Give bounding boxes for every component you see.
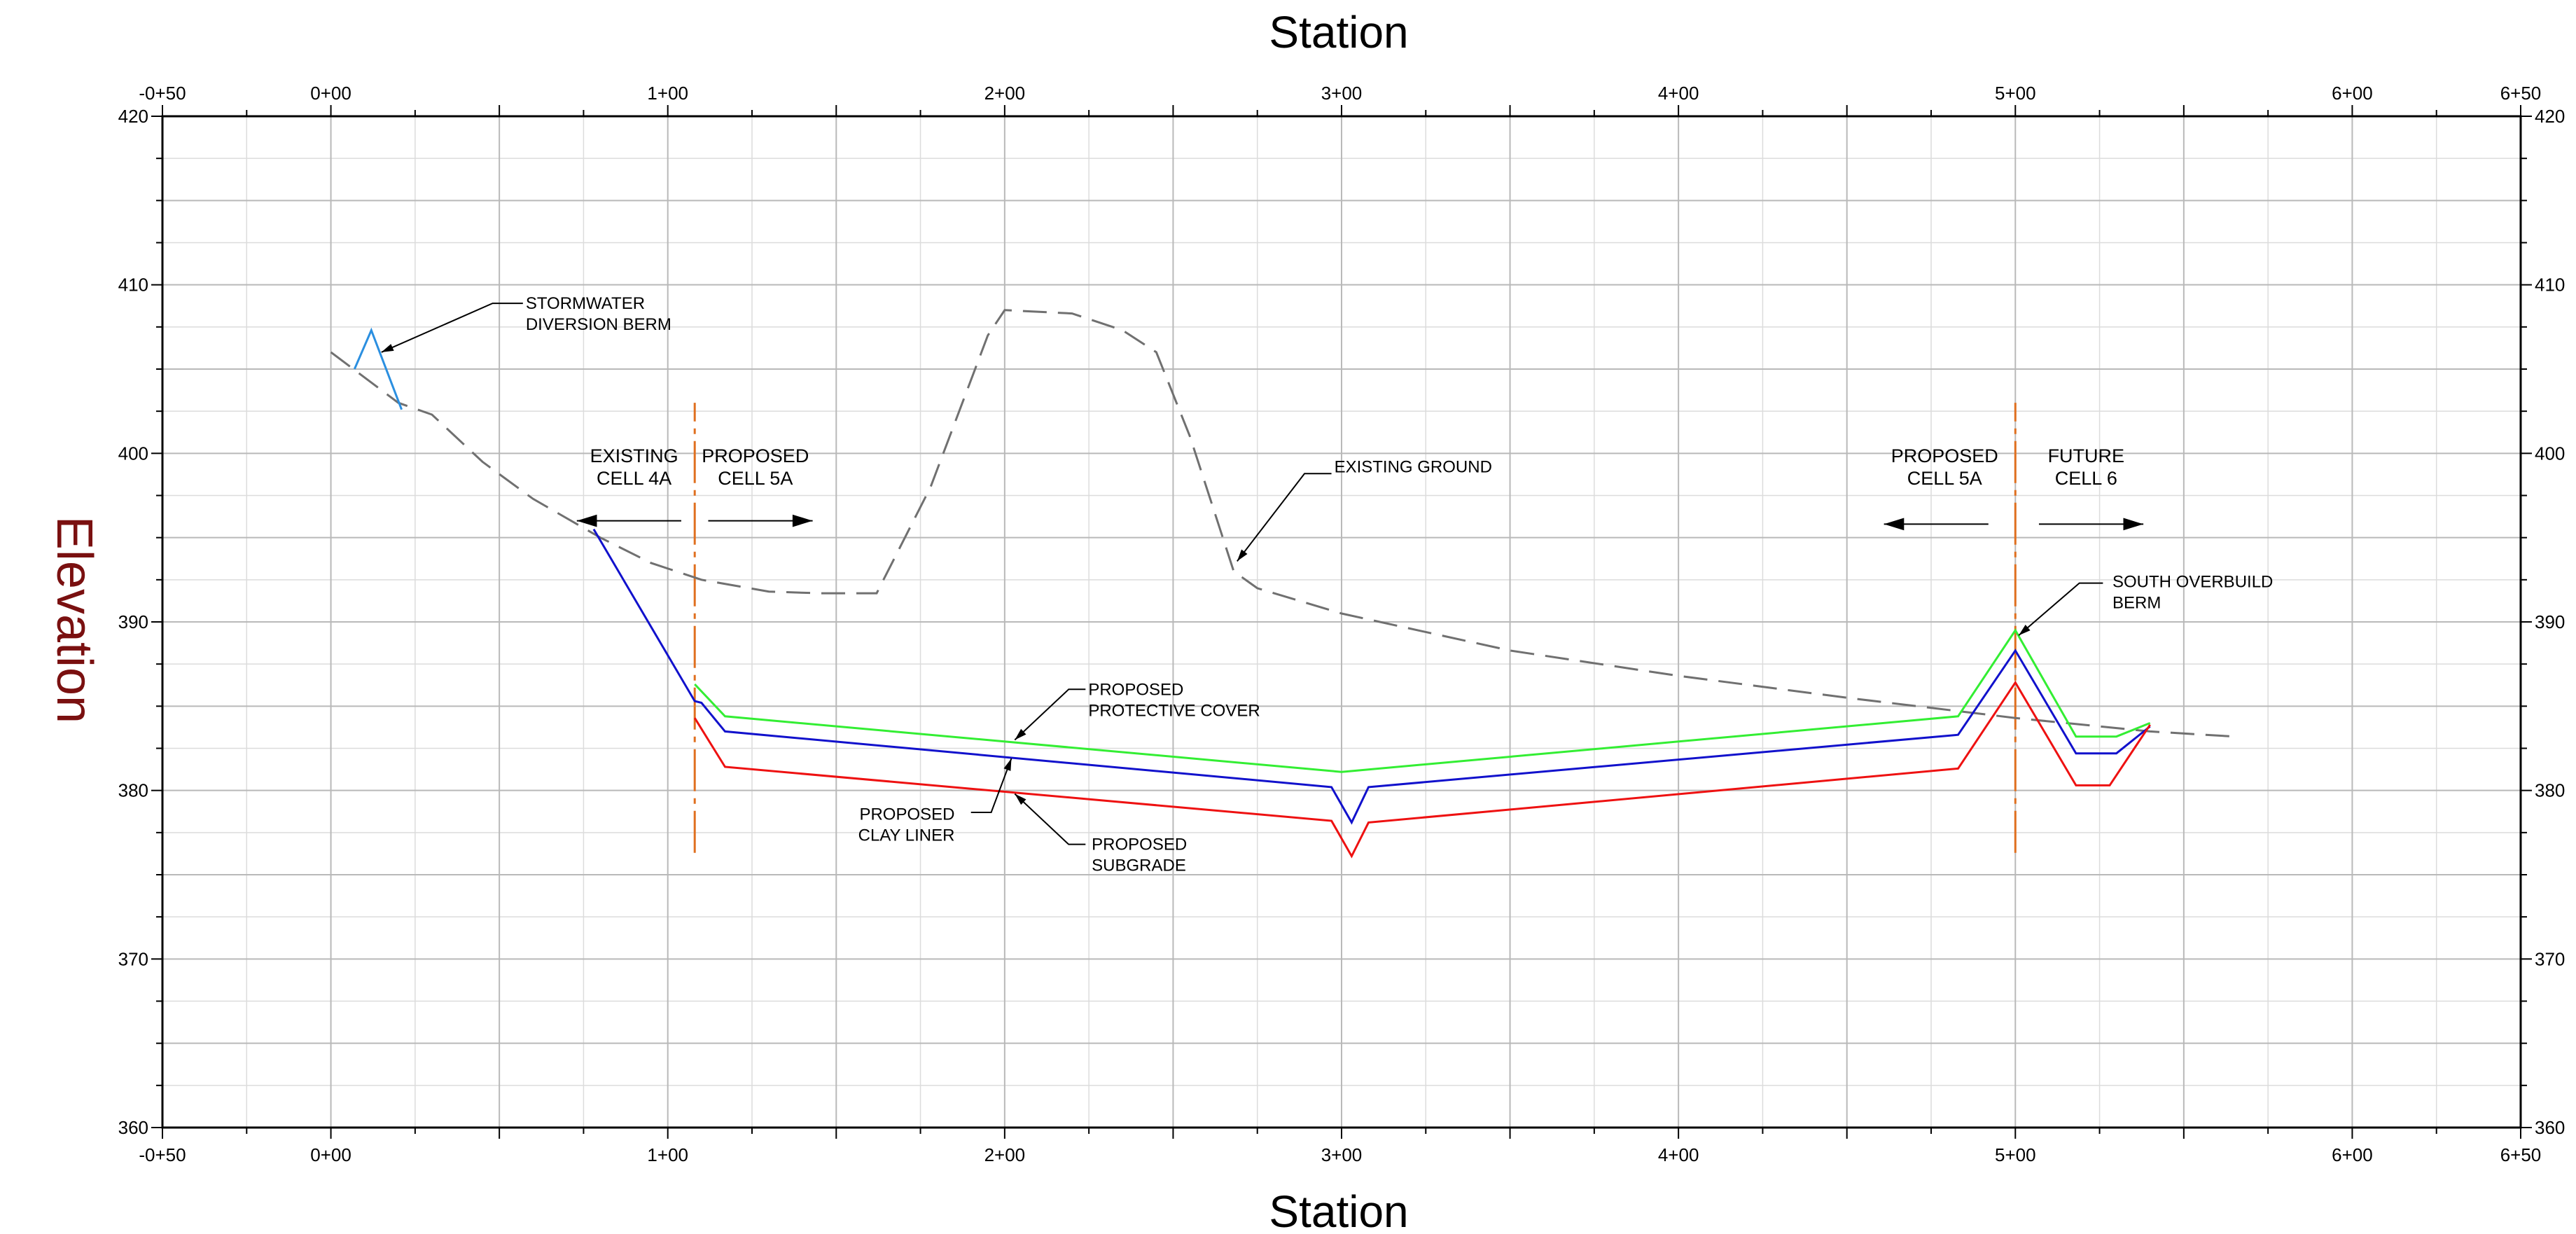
series-line — [592, 528, 2151, 825]
x-tick-label: 6+50 — [2500, 83, 2542, 104]
annotation-leader — [1237, 473, 1332, 562]
y-tick-label: 400 — [2535, 443, 2565, 464]
y-tick-label: 410 — [118, 275, 148, 296]
x-tick-label: 3+00 — [1321, 83, 1363, 104]
annotation-leader — [970, 758, 1012, 813]
y-tick-label: 400 — [118, 443, 148, 464]
zone-label: PROPOSED — [1891, 445, 1998, 466]
zone-label: CELL 4A — [597, 468, 671, 489]
zone-arrowhead — [792, 514, 813, 527]
x-tick-label: 6+50 — [2500, 1144, 2542, 1165]
annotation-label: SUBGRADE — [1092, 857, 1186, 875]
series-line — [694, 628, 2151, 773]
zone-label: FUTURE — [2048, 445, 2125, 466]
x-tick-label: 6+00 — [2332, 1144, 2373, 1165]
zone-label: PROPOSED — [702, 445, 809, 466]
annotation-arrowhead — [1237, 549, 1248, 562]
zone-label: EXISTING — [590, 445, 678, 466]
annotation-label: EXISTING GROUND — [1335, 458, 1492, 477]
series-lines — [330, 309, 2235, 859]
annotation-leader — [1014, 793, 1086, 845]
axis-ticks — [151, 105, 2532, 1139]
annotation-arrowhead — [1003, 758, 1012, 771]
annotation-arrowhead — [2019, 625, 2031, 636]
zone-arrowhead — [2123, 518, 2144, 531]
annotation-label: DIVERSION BERM — [526, 315, 671, 334]
annotation-label: PROPOSED — [859, 805, 954, 824]
annotation-label: CLAY LINER — [858, 826, 955, 845]
x-tick-labels-bottom: -0+50 0+00 1+00 2+00 3+00 4+00 5+00 6+00 6+50 — [139, 1144, 2541, 1165]
zone-arrowhead — [1884, 518, 1905, 531]
annotation-label: PROPOSED — [1092, 836, 1187, 854]
annotation-label: PROTECTIVE COVER — [1088, 701, 1260, 720]
zone-arrowhead — [576, 514, 597, 527]
y-tick-label: 360 — [118, 1117, 148, 1138]
x-tick-labels-top: -0+50 0+00 1+00 2+00 3+00 4+00 5+00 6+00 6+50 — [139, 83, 2541, 104]
x-tick-label: -0+50 — [139, 83, 186, 104]
x-tick-label: 0+00 — [310, 1144, 351, 1165]
zone-label: CELL 6 — [2055, 468, 2117, 489]
annotation-label: PROPOSED — [1088, 680, 1183, 699]
x-tick-label: 2+00 — [984, 1144, 1026, 1165]
annotation-arrowhead — [1015, 793, 1026, 805]
x-tick-label: 5+00 — [1995, 1144, 2036, 1165]
annotation-label: STORMWATER — [526, 294, 645, 313]
y-tick-label: 420 — [2535, 106, 2565, 127]
series-line — [330, 309, 2235, 738]
zone-label: CELL 5A — [718, 468, 793, 489]
annotation-leader — [2018, 582, 2103, 637]
annotation-label: BERM — [2112, 593, 2161, 612]
x-tick-label: 4+00 — [1658, 1144, 1699, 1165]
cell-boundary-lines — [693, 403, 2017, 853]
annotations: STORMWATER DIVERSION BERM EXISTING GROUND P… — [381, 294, 2273, 875]
x-tick-label: 1+00 — [647, 1144, 688, 1165]
y-tick-labels-left: 360 370 380 390 400 410 420 — [118, 106, 148, 1138]
x-tick-label: 2+00 — [984, 83, 1026, 104]
y-tick-labels-right: 360 370 380 390 400 410 420 — [2535, 106, 2565, 1138]
y-tick-label: 420 — [118, 106, 148, 127]
annotation-leader — [1014, 688, 1086, 741]
y-tick-label: 370 — [118, 948, 148, 969]
x-tick-label: -0+50 — [139, 1144, 186, 1165]
x-tick-label: 1+00 — [647, 83, 688, 104]
y-tick-label: 370 — [2535, 948, 2565, 969]
y-tick-label: 390 — [118, 611, 148, 632]
y-tick-label: 380 — [118, 780, 148, 801]
x-tick-label: 6+00 — [2332, 83, 2373, 104]
x-tick-label: 0+00 — [310, 83, 351, 104]
chart-title: Station — [1269, 7, 1408, 57]
annotation-label: SOUTH OVERBUILD — [2112, 572, 2273, 591]
x-axis-label: Station — [1269, 1186, 1408, 1234]
y-tick-label: 390 — [2535, 611, 2565, 632]
major-grid — [162, 116, 2521, 1128]
y-tick-label: 380 — [2535, 780, 2565, 801]
y-axis-label: Elevation — [46, 516, 102, 723]
series-line — [693, 680, 2151, 859]
series-line — [353, 327, 403, 410]
annotation-arrowhead — [1015, 728, 1026, 740]
annotation-leader — [381, 303, 523, 353]
x-tick-label: 4+00 — [1658, 83, 1699, 104]
x-tick-label: 5+00 — [1995, 83, 2036, 104]
zone-label: CELL 5A — [1907, 468, 1982, 489]
annotation-arrowhead — [381, 344, 394, 352]
x-tick-label: 3+00 — [1321, 1144, 1363, 1165]
y-tick-label: 410 — [2535, 275, 2565, 296]
y-tick-label: 360 — [2535, 1117, 2565, 1138]
